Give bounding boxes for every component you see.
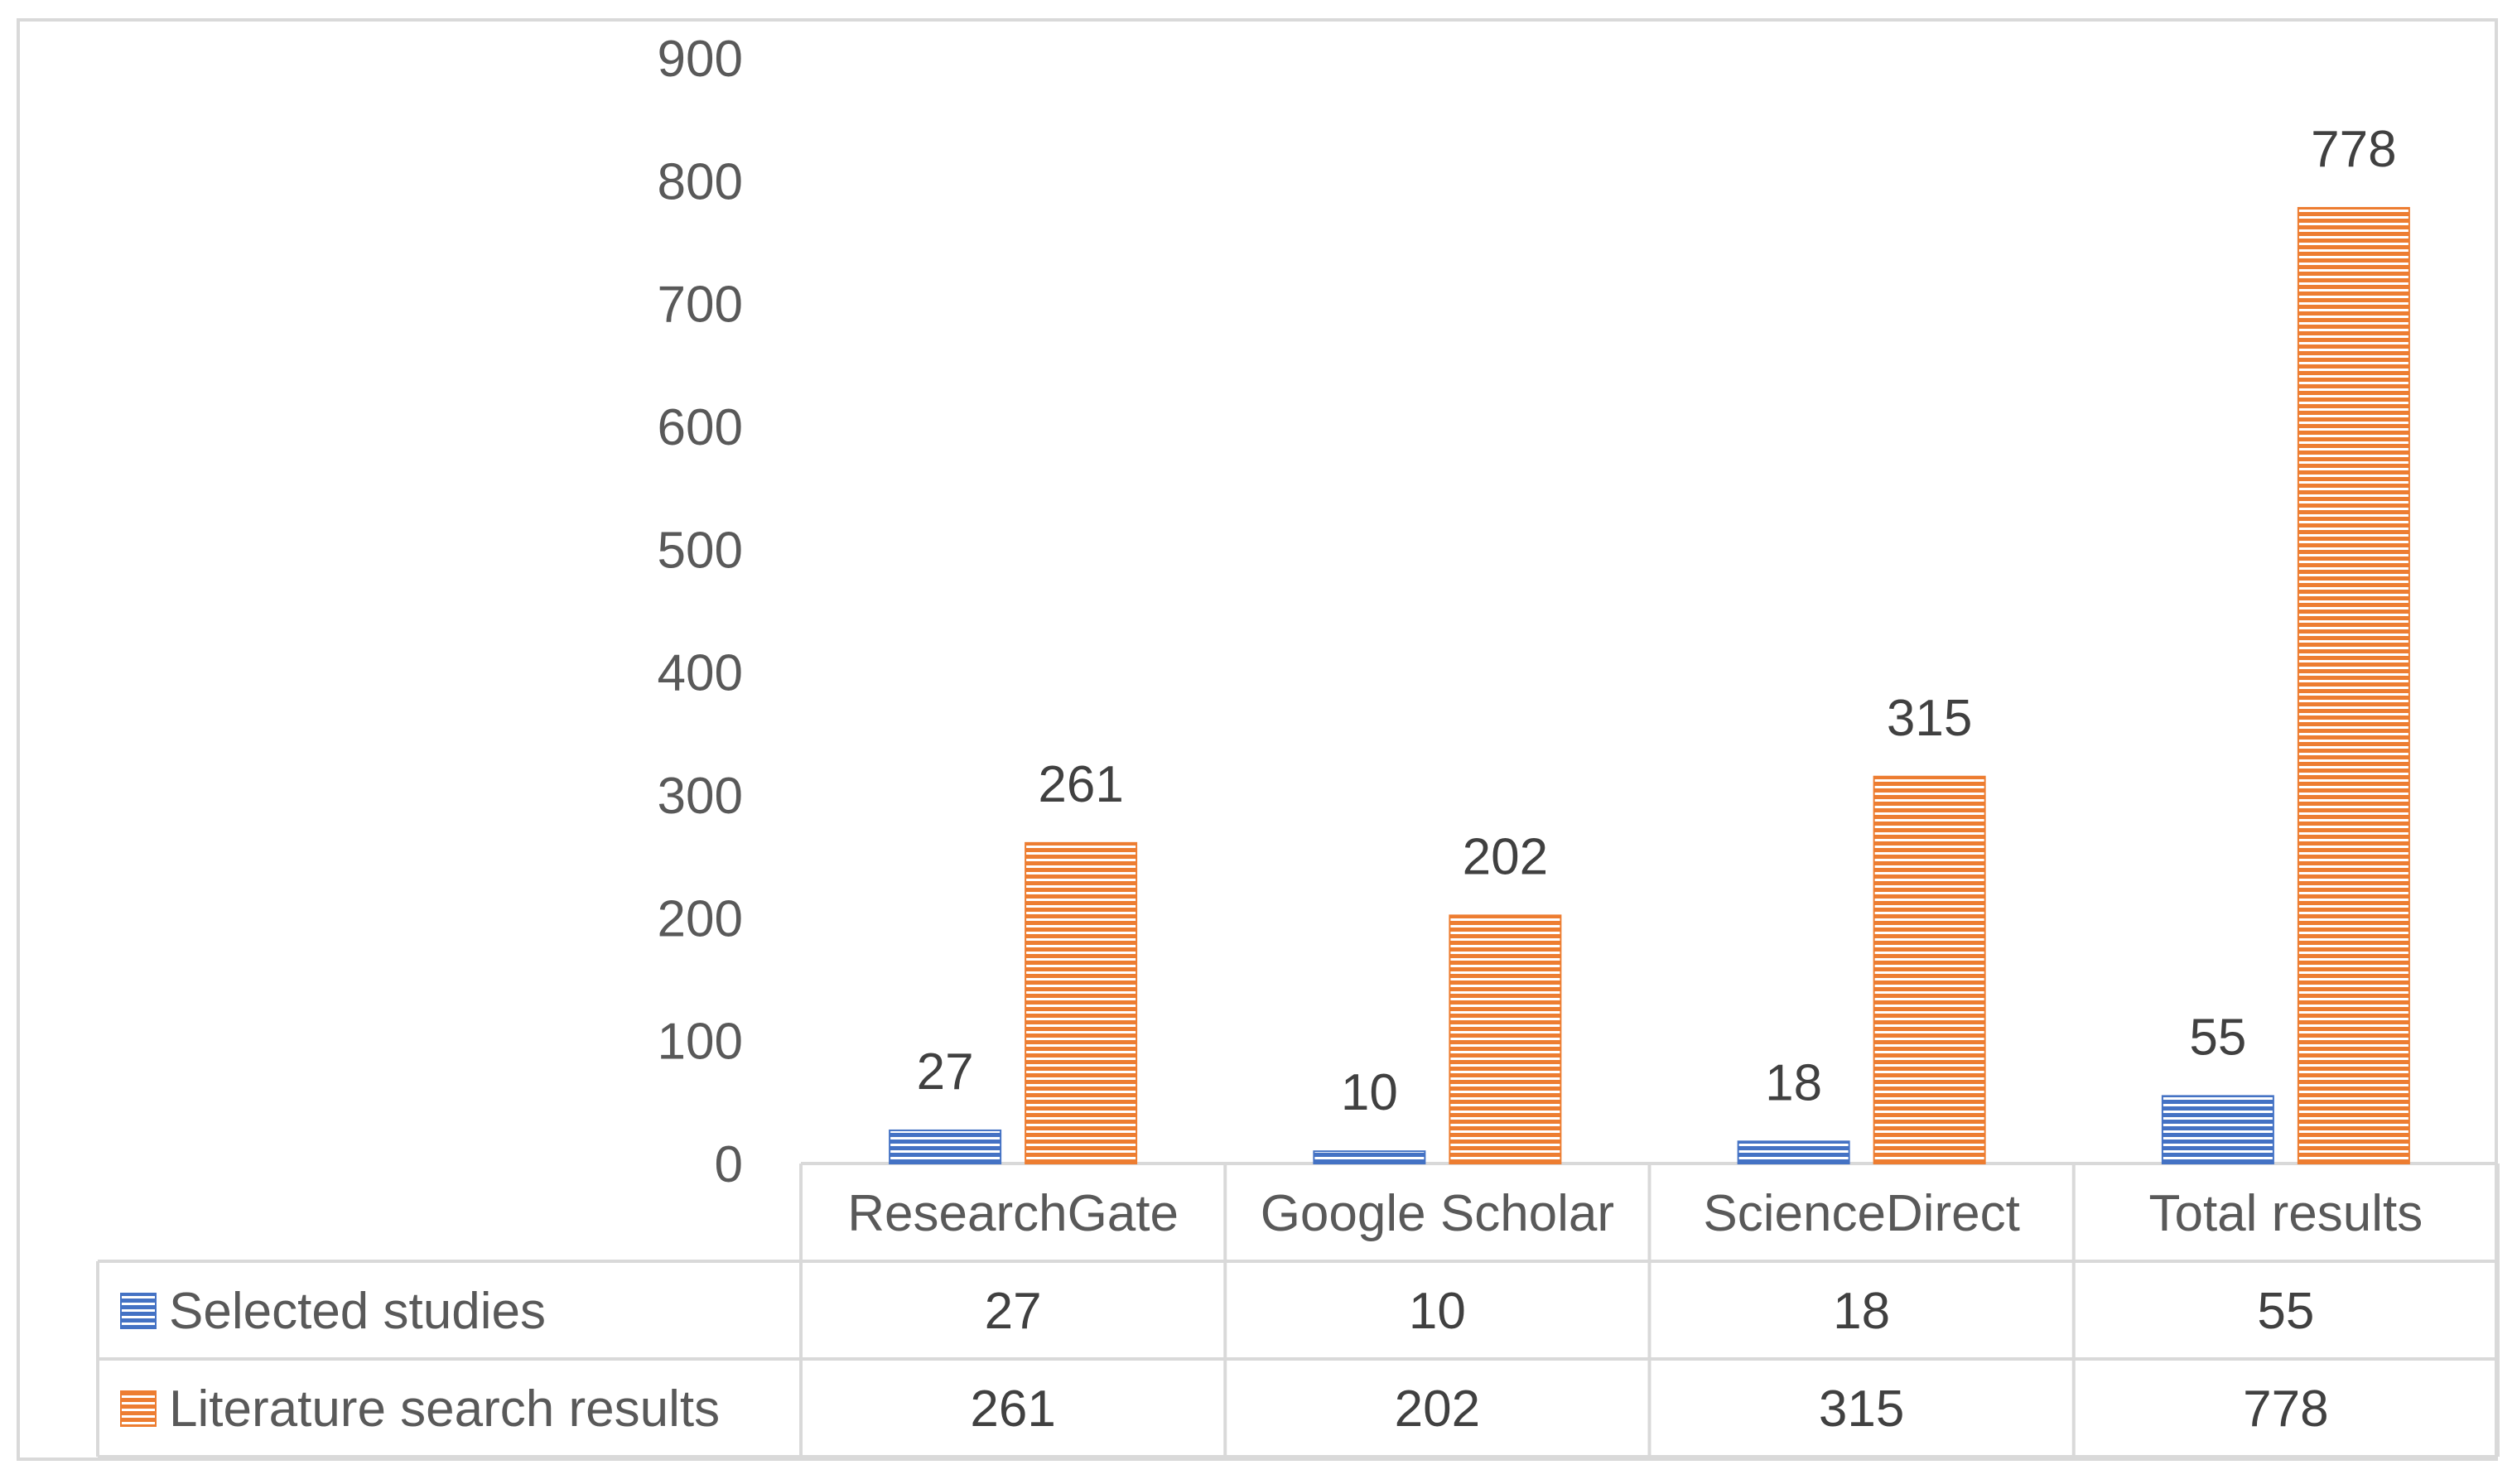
data-label-group: 27 261 10 202 18 315 55 778 — [917, 121, 2397, 1121]
data-label-selected-studies-sciencedirect: 18 — [1765, 1054, 1822, 1111]
y-tick-label: 800 — [658, 153, 743, 210]
legend-label-selected-studies: Selected studies — [169, 1283, 546, 1340]
data-table: ResearchGate Google Scholar ScienceDirect T… — [96, 1164, 2500, 1458]
y-tick-label: 200 — [658, 890, 743, 947]
data-label-literature-search-results-total-results: 778 — [2311, 121, 2396, 178]
bar-literature-search-results-total-results — [2297, 206, 2410, 1164]
bar-literature-search-results-google-scholar — [1449, 914, 1562, 1165]
category-label-total-results: Total results — [2148, 1185, 2423, 1242]
category-label-researchgate: ResearchGate — [847, 1185, 1179, 1242]
table-cell-literature-search-results-total-results: 778 — [2243, 1380, 2328, 1438]
data-label-selected-studies-google-scholar: 10 — [1341, 1064, 1398, 1121]
y-tick-label: 900 — [658, 31, 743, 88]
data-label-selected-studies-total-results: 55 — [2189, 1009, 2246, 1066]
y-tick-label: 400 — [658, 645, 743, 702]
chart-frame — [17, 18, 2498, 1461]
legend-swatch-selected-studies — [120, 1293, 157, 1329]
data-label-selected-studies-researchgate: 27 — [917, 1043, 974, 1101]
table-cell-literature-search-results-sciencedirect: 315 — [1819, 1380, 1904, 1438]
bar-literature-search-results-sciencedirect — [1873, 775, 1986, 1164]
category-label-google-scholar: Google Scholar — [1261, 1185, 1614, 1242]
table-cell-literature-search-results-researchgate: 261 — [970, 1380, 1055, 1438]
data-label-literature-search-results-researchgate: 261 — [1038, 756, 1123, 813]
table-cell-literature-search-results-google-scholar: 202 — [1395, 1380, 1480, 1438]
data-label-literature-search-results-sciencedirect: 315 — [1887, 690, 1972, 747]
bar-selected-studies-total-results — [2161, 1095, 2274, 1164]
data-label-literature-search-results-google-scholar: 202 — [1463, 828, 1548, 885]
table-cell-selected-studies-sciencedirect: 18 — [1833, 1283, 1890, 1340]
y-tick-label: 300 — [658, 768, 743, 825]
y-tick-label: 500 — [658, 522, 743, 579]
y-tick-label: 100 — [658, 1014, 743, 1071]
table-cell-selected-studies-google-scholar: 10 — [1409, 1283, 1466, 1340]
y-tick-label: 0 — [715, 1136, 743, 1193]
bar-selected-studies-researchgate — [889, 1129, 1002, 1164]
y-tick-label: 600 — [658, 399, 743, 456]
category-label-sciencedirect: ScienceDirect — [1703, 1185, 2019, 1242]
bar-selected-studies-google-scholar — [1313, 1150, 1426, 1164]
bar-series-group — [889, 206, 2410, 1165]
table-cell-selected-studies-total-results: 55 — [2257, 1283, 2314, 1340]
y-tick-label: 700 — [658, 277, 743, 334]
legend-swatch-literature-search-results — [120, 1390, 157, 1427]
bar-selected-studies-sciencedirect — [1737, 1140, 1850, 1165]
legend-label-literature-search-results: Literature search results — [169, 1380, 720, 1438]
table-cell-selected-studies-researchgate: 27 — [985, 1283, 1042, 1340]
bar-literature-search-results-researchgate — [1025, 841, 1138, 1164]
